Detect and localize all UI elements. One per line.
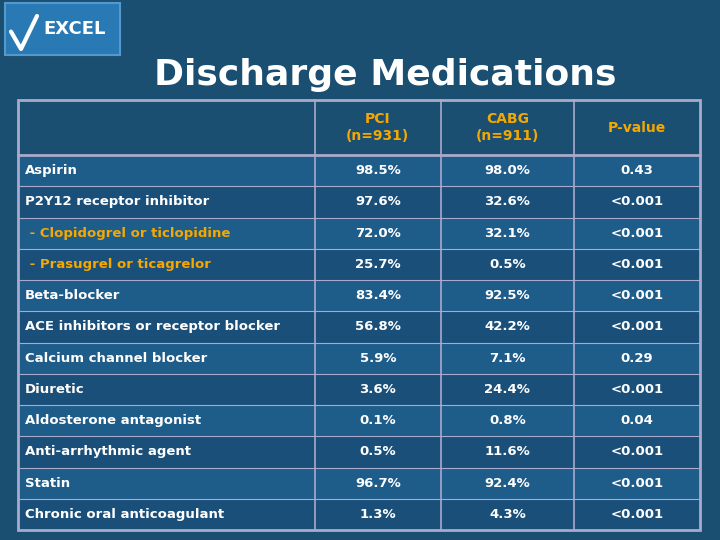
- Text: - Prasugrel or ticagrelor: - Prasugrel or ticagrelor: [25, 258, 211, 271]
- Text: 98.0%: 98.0%: [485, 164, 530, 177]
- Text: <0.001: <0.001: [611, 477, 663, 490]
- Bar: [18, 186, 700, 218]
- Text: 98.5%: 98.5%: [355, 164, 400, 177]
- Text: <0.001: <0.001: [611, 508, 663, 521]
- Text: 42.2%: 42.2%: [485, 320, 530, 333]
- Text: 0.29: 0.29: [621, 352, 653, 365]
- Bar: [5, 3, 120, 55]
- Text: <0.001: <0.001: [611, 320, 663, 333]
- Bar: [18, 374, 700, 405]
- Text: 11.6%: 11.6%: [485, 446, 530, 458]
- Text: ACE inhibitors or receptor blocker: ACE inhibitors or receptor blocker: [25, 320, 280, 333]
- Text: 24.4%: 24.4%: [485, 383, 530, 396]
- Text: 72.0%: 72.0%: [355, 227, 400, 240]
- Text: Discharge Medications: Discharge Medications: [154, 58, 616, 92]
- Text: <0.001: <0.001: [611, 195, 663, 208]
- Text: 0.5%: 0.5%: [489, 258, 526, 271]
- Text: EXCEL: EXCEL: [43, 20, 106, 38]
- Text: 0.1%: 0.1%: [359, 414, 396, 427]
- Text: 97.6%: 97.6%: [355, 195, 400, 208]
- Text: 96.7%: 96.7%: [355, 477, 400, 490]
- Text: 92.5%: 92.5%: [485, 289, 530, 302]
- Text: <0.001: <0.001: [611, 383, 663, 396]
- Text: <0.001: <0.001: [611, 289, 663, 302]
- Bar: [18, 468, 700, 499]
- Text: - Clopidogrel or ticlopidine: - Clopidogrel or ticlopidine: [25, 227, 230, 240]
- Bar: [18, 499, 700, 530]
- Text: P-value: P-value: [608, 120, 666, 134]
- Bar: [18, 155, 700, 186]
- Text: P2Y12 receptor inhibitor: P2Y12 receptor inhibitor: [25, 195, 210, 208]
- Text: <0.001: <0.001: [611, 258, 663, 271]
- Text: 0.5%: 0.5%: [359, 446, 396, 458]
- Text: 0.04: 0.04: [621, 414, 653, 427]
- Text: 56.8%: 56.8%: [355, 320, 401, 333]
- Bar: [18, 249, 700, 280]
- Text: 5.9%: 5.9%: [359, 352, 396, 365]
- Text: Aldosterone antagonist: Aldosterone antagonist: [25, 414, 201, 427]
- Text: CABG
(n=911): CABG (n=911): [476, 112, 539, 143]
- Text: 83.4%: 83.4%: [355, 289, 401, 302]
- Text: 92.4%: 92.4%: [485, 477, 530, 490]
- Text: Calcium channel blocker: Calcium channel blocker: [25, 352, 207, 365]
- Text: Statin: Statin: [25, 477, 70, 490]
- Text: PCI
(n=931): PCI (n=931): [346, 112, 410, 143]
- Bar: [18, 100, 700, 155]
- Text: Chronic oral anticoagulant: Chronic oral anticoagulant: [25, 508, 224, 521]
- Bar: [18, 218, 700, 249]
- Text: <0.001: <0.001: [611, 227, 663, 240]
- Text: Aspirin: Aspirin: [25, 164, 78, 177]
- Text: 7.1%: 7.1%: [489, 352, 526, 365]
- Bar: [18, 100, 700, 530]
- Text: 1.3%: 1.3%: [359, 508, 396, 521]
- Text: Beta-blocker: Beta-blocker: [25, 289, 120, 302]
- Text: 0.8%: 0.8%: [489, 414, 526, 427]
- Text: 25.7%: 25.7%: [355, 258, 400, 271]
- Text: <0.001: <0.001: [611, 446, 663, 458]
- Text: 3.6%: 3.6%: [359, 383, 396, 396]
- Bar: [18, 436, 700, 468]
- Text: 4.3%: 4.3%: [489, 508, 526, 521]
- Bar: [18, 342, 700, 374]
- Text: 32.1%: 32.1%: [485, 227, 530, 240]
- Bar: [18, 280, 700, 311]
- Text: Diuretic: Diuretic: [25, 383, 85, 396]
- Text: 32.6%: 32.6%: [485, 195, 530, 208]
- Text: 0.43: 0.43: [621, 164, 653, 177]
- Bar: [18, 311, 700, 342]
- Bar: [18, 405, 700, 436]
- Text: Anti-arrhythmic agent: Anti-arrhythmic agent: [25, 446, 191, 458]
